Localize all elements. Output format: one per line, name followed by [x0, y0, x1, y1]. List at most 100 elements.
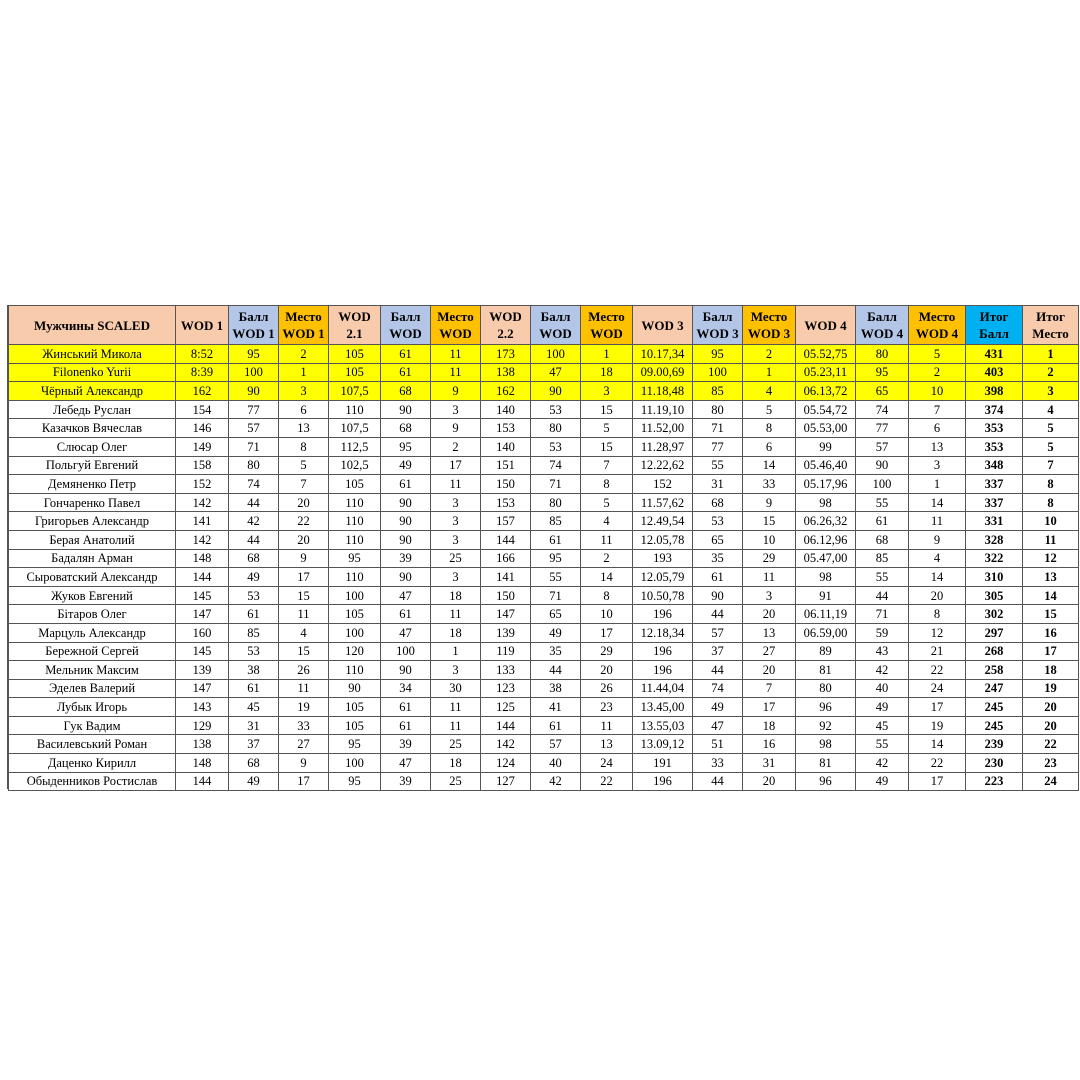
value-cell: 12.18,34	[632, 622, 693, 643]
value-cell: 223	[965, 771, 1023, 792]
value-cell: 5	[908, 344, 966, 364]
value-cell: 13	[1022, 567, 1079, 587]
value-cell: 129	[175, 715, 229, 736]
name-cell: Гончаренко Павел	[8, 492, 176, 513]
value-cell: 1	[278, 362, 329, 383]
value-cell: 96	[795, 697, 856, 717]
data-row: Слюсар Олег 149 71 8 112,5 95 2 140 53 15 11.28,97…	[8, 436, 1079, 457]
value-cell: 1	[908, 474, 966, 494]
value-cell: 144	[175, 567, 229, 587]
value-cell: 18	[430, 753, 481, 773]
value-cell: 142	[175, 492, 229, 513]
value-cell: 17	[742, 697, 796, 717]
value-cell: 305	[965, 585, 1023, 606]
data-row: Лубык Игорь 143 45 19 105 61 11 125 41 23 13.45,00…	[8, 697, 1079, 717]
data-row: Жуков Евгений 145 53 15 100 47 18 150 71 8 10.50,7…	[8, 585, 1079, 606]
value-cell: 133	[480, 660, 531, 680]
name-cell: Казачков Вячеслав	[8, 418, 176, 438]
value-cell: 06.11,19	[795, 604, 856, 624]
data-row: Чёрный Александр 162 90 3 107,5 68 9 162 90 3 11.1…	[8, 381, 1079, 401]
value-cell: 05.52,75	[795, 344, 856, 364]
value-cell: 13.55,03	[632, 715, 693, 736]
name-cell: Сыроватский Александр	[8, 567, 176, 587]
value-cell: 42	[228, 511, 279, 531]
value-cell: 05.46,40	[795, 455, 856, 476]
value-cell: 110	[328, 399, 381, 420]
value-cell: 61	[380, 604, 431, 624]
value-cell: 431	[965, 344, 1023, 364]
header-text: WOD 4	[804, 317, 847, 333]
value-cell: 22	[580, 771, 633, 792]
value-cell: 147	[480, 604, 531, 624]
value-cell: 77	[692, 436, 743, 457]
value-cell: 95	[328, 548, 381, 569]
value-cell: 3	[580, 381, 633, 401]
value-cell: 74	[855, 399, 909, 420]
header-text: Место	[1032, 326, 1069, 341]
value-cell: 5	[580, 418, 633, 438]
value-cell: 158	[175, 455, 229, 476]
value-cell: 15	[278, 641, 329, 662]
value-cell: 15	[1022, 604, 1079, 624]
header-text: Мужчины SCALED	[34, 317, 150, 333]
sheet-edge	[0, 305, 8, 789]
value-cell: 11.18,48	[632, 381, 693, 401]
value-cell: 74	[228, 474, 279, 494]
value-cell: 152	[632, 474, 693, 494]
value-cell: 8	[278, 436, 329, 457]
value-cell: 19	[278, 697, 329, 717]
value-cell: 105	[328, 604, 381, 624]
value-cell: 90	[530, 381, 581, 401]
data-row: Берая Анатолий 142 44 20 110 90 3 144 61 11 12.05,…	[8, 529, 1079, 550]
value-cell: 150	[480, 585, 531, 606]
header-text: Балл	[979, 326, 1009, 341]
value-cell: 68	[380, 381, 431, 401]
value-cell: 06.13,72	[795, 381, 856, 401]
value-cell: 95	[855, 362, 909, 383]
value-cell: 5	[278, 455, 329, 476]
value-cell: 8:52	[175, 344, 229, 364]
value-cell: 196	[632, 660, 693, 680]
value-cell: 141	[480, 567, 531, 587]
name-cell: Демяненко Петр	[8, 474, 176, 494]
value-cell: 1	[580, 344, 633, 364]
header-text: Балл	[390, 309, 421, 324]
value-cell: 17	[278, 567, 329, 587]
value-cell: 80	[855, 344, 909, 364]
value-cell: 12.22,62	[632, 455, 693, 476]
value-cell: 98	[795, 567, 856, 587]
value-cell: 7	[908, 399, 966, 420]
value-cell: 29	[580, 641, 633, 662]
value-cell: 297	[965, 622, 1023, 643]
name-cell: Василевський Роман	[8, 734, 176, 755]
header-text: WOD	[489, 309, 522, 324]
value-cell: 1	[742, 362, 796, 383]
value-cell: 196	[632, 771, 693, 792]
value-cell: 18	[742, 715, 796, 736]
value-cell: 328	[965, 529, 1023, 550]
value-cell: 65	[530, 604, 581, 624]
value-cell: 35	[530, 641, 581, 662]
value-cell: 11.52,00	[632, 418, 693, 438]
header-cell: WOD 4	[795, 305, 856, 345]
header-text: WOD	[439, 326, 472, 341]
value-cell: 31	[692, 474, 743, 494]
value-cell: 14	[1022, 585, 1079, 606]
value-cell: 71	[855, 604, 909, 624]
header-cell: Балл WOD 1	[228, 305, 279, 345]
value-cell: 100	[328, 753, 381, 773]
value-cell: 173	[480, 344, 531, 364]
header-text: WOD 3	[696, 326, 739, 341]
header-text: WOD 1	[282, 326, 325, 341]
value-cell: 125	[480, 697, 531, 717]
value-cell: 44	[692, 771, 743, 792]
header-cell: Итог Место	[1022, 305, 1079, 345]
value-cell: 47	[380, 622, 431, 643]
value-cell: 57	[855, 436, 909, 457]
value-cell: 353	[965, 418, 1023, 438]
value-cell: 71	[530, 585, 581, 606]
value-cell: 11.28,97	[632, 436, 693, 457]
value-cell: 124	[480, 753, 531, 773]
value-cell: 26	[580, 678, 633, 699]
value-cell: 150	[480, 474, 531, 494]
